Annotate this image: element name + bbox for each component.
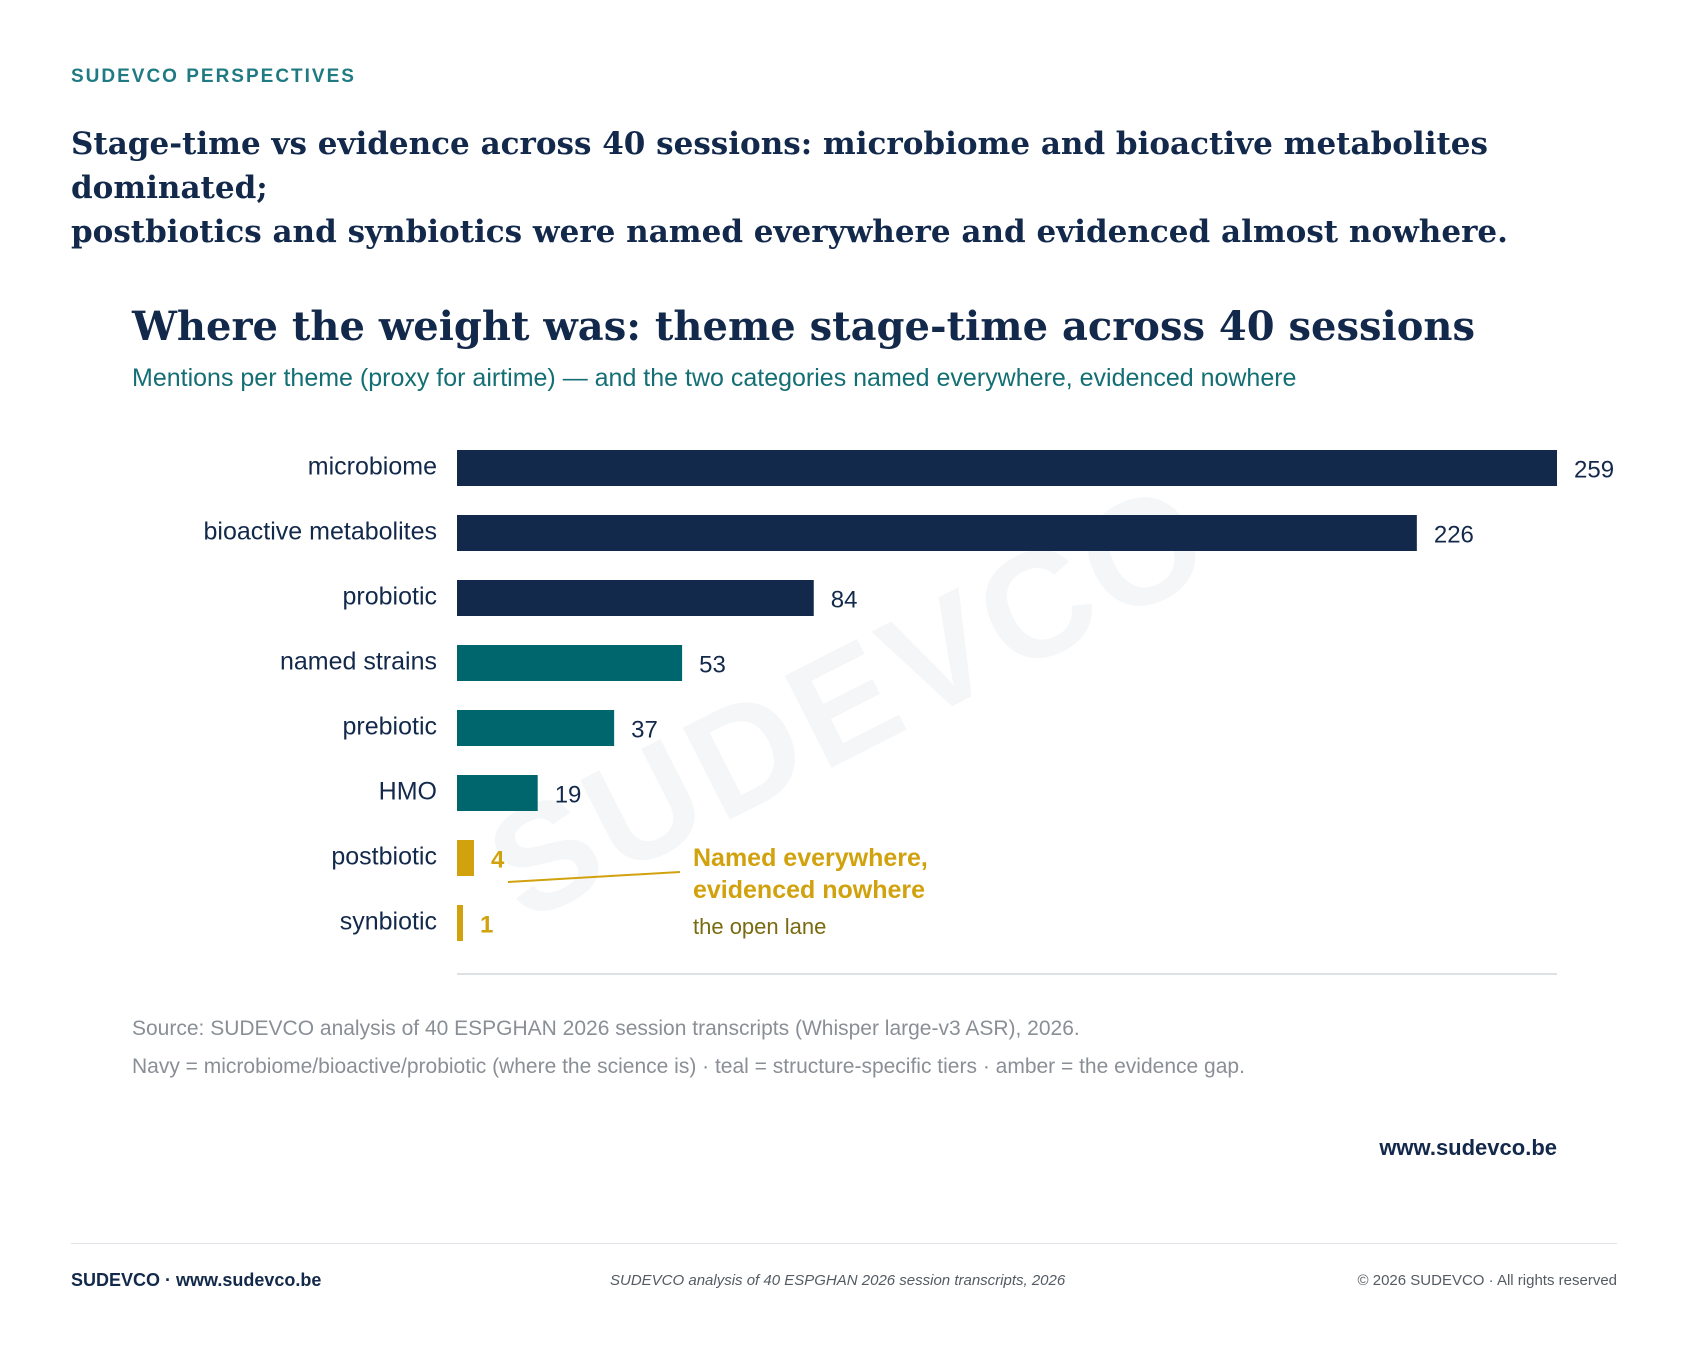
bar	[457, 450, 1557, 486]
category-label: HMO	[379, 778, 437, 806]
headline-line-2: postbiotics and synbiotics were named ev…	[71, 214, 1508, 250]
footer-brand: SUDEVCO · www.sudevco.be	[71, 1270, 322, 1290]
bar	[457, 580, 814, 616]
value-label: 226	[1434, 521, 1474, 548]
value-label: 1	[480, 911, 493, 938]
bar	[457, 775, 538, 811]
annotation-line-1: Named everywhere,	[693, 844, 928, 872]
value-label: 53	[699, 651, 726, 678]
value-label: 19	[555, 781, 582, 808]
source-note: Source: SUDEVCO analysis of 40 ESPGHAN 2…	[132, 1010, 1245, 1086]
source-line-2: Navy = microbiome/bioactive/probiotic (w…	[132, 1055, 1245, 1078]
annotation-connector	[507, 871, 681, 883]
value-label: 4	[491, 846, 505, 873]
category-label: probiotic	[343, 583, 438, 611]
footer-citation: SUDEVCO analysis of 40 ESPGHAN 2026 sess…	[610, 1272, 1066, 1289]
bar	[457, 840, 474, 876]
chart-title: Where the weight was: theme stage-time a…	[132, 303, 1476, 350]
value-label: 84	[831, 586, 858, 613]
site-link[interactable]: www.sudevco.be	[1379, 1135, 1557, 1160]
annotation-sub: the open lane	[693, 914, 826, 939]
headline-line-1: Stage-time vs evidence across 40 session…	[71, 126, 1488, 206]
category-label: prebiotic	[343, 713, 438, 741]
chart-subtitle: Mentions per theme (proxy for airtime) —…	[132, 364, 1297, 392]
category-label: microbiome	[308, 453, 437, 481]
bar	[457, 905, 463, 941]
value-label: 37	[631, 716, 658, 743]
bar	[457, 515, 1417, 551]
value-label: 259	[1574, 456, 1614, 483]
bar	[457, 710, 615, 746]
annotation-line-2: evidenced nowhere	[693, 876, 925, 904]
footer-copyright: © 2026 SUDEVCO · All rights reserved	[1357, 1272, 1617, 1289]
bar-chart: microbiome 259 bioactive metabolites 226 pro…	[204, 450, 1614, 975]
source-line-1: Source: SUDEVCO analysis of 40 ESPGHAN 2…	[132, 1017, 1080, 1040]
headline: Stage-time vs evidence across 40 session…	[71, 122, 1631, 254]
category-label: synbiotic	[340, 908, 437, 936]
footer-divider	[71, 1243, 1617, 1244]
category-label: named strains	[280, 648, 437, 676]
bar	[457, 645, 683, 681]
category-label: postbiotic	[331, 843, 437, 871]
category-label: bioactive metabolites	[204, 518, 437, 546]
kicker: SUDEVCO PERSPECTIVES	[71, 66, 356, 87]
